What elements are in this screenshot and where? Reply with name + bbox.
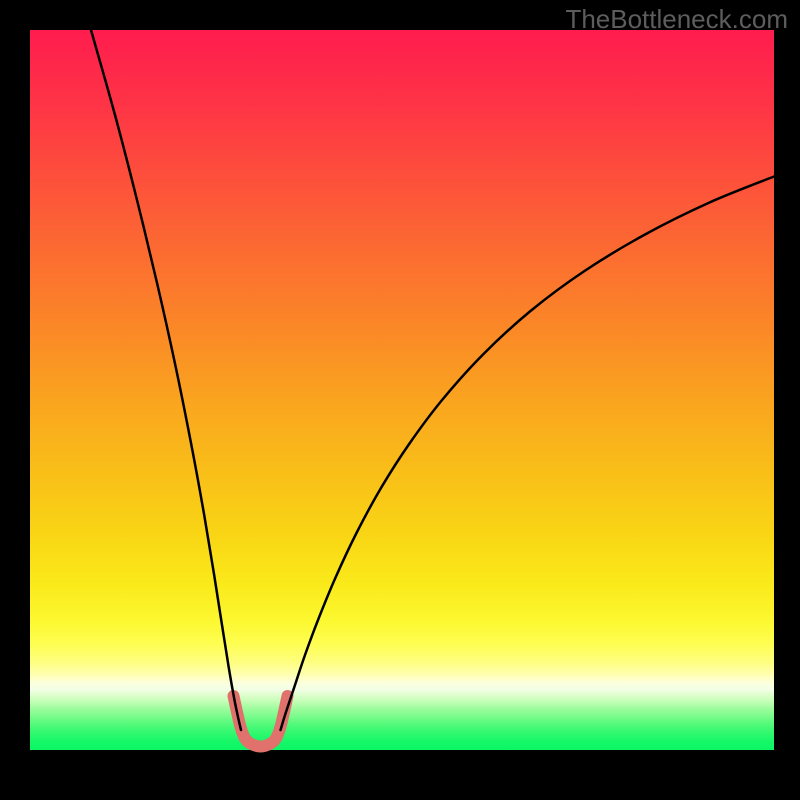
watermark-label: TheBottleneck.com	[565, 4, 788, 35]
curve-layer	[30, 30, 774, 750]
main-curve-right	[281, 177, 775, 731]
chart-root: TheBottleneck.com	[0, 0, 800, 800]
main-curve-left	[91, 30, 241, 730]
trough-curve	[234, 696, 288, 747]
